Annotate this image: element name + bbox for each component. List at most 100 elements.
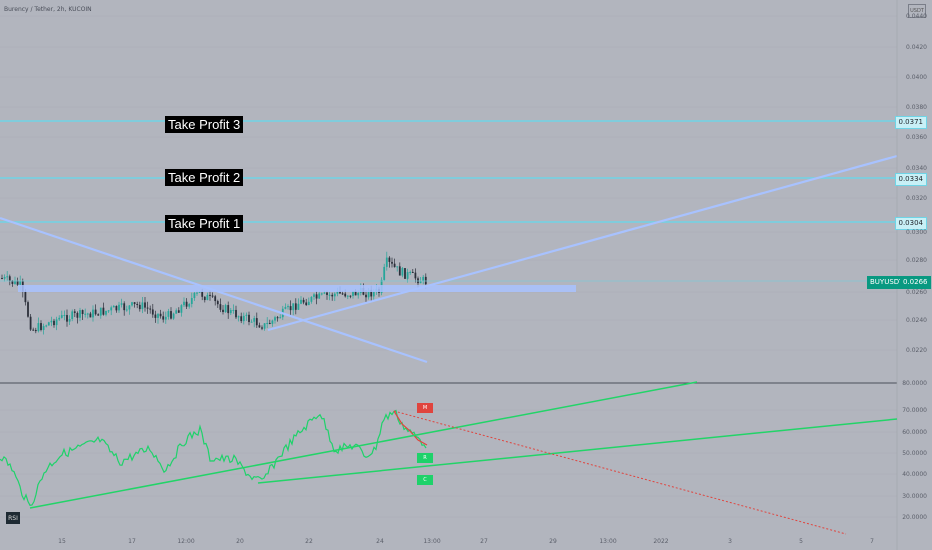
rsi-tag-green-2[interactable]: C [417,475,433,485]
candle-body [320,293,323,295]
time-axis-label: 20 [236,538,244,545]
candle-body [141,302,144,310]
candle-body [352,291,354,296]
price-axis-label: 0.0260 [906,289,927,296]
price-axis-label: 0.0420 [906,44,927,51]
candle-body [424,276,427,285]
take-profit-lines [0,120,897,282]
price-axis-label: 0.0340 [906,165,927,172]
candle-body [86,313,89,315]
rsi-pane [0,409,428,506]
candle-body [203,296,206,301]
candle-body [16,280,19,285]
candle-body [128,305,131,310]
candle-body [196,292,198,294]
candle-body [154,314,157,318]
rsi-tag-red[interactable]: M [417,403,433,413]
candle-body [354,291,357,296]
candle-body [274,317,276,321]
candle-body [237,316,240,318]
candle-body [224,305,227,313]
candle-body [188,304,191,307]
candle-body [336,291,339,294]
candle-body [398,266,401,276]
candle-body [401,268,404,276]
candle-body [102,307,105,315]
price-axis-label: 0.0440 [906,13,927,20]
candle-body [47,322,50,326]
rsi-indicator-button[interactable]: RSI [6,512,20,524]
candle-body [42,326,45,330]
candle-body [53,320,55,326]
rsi-dotted-downtrend[interactable] [393,410,847,535]
candle-body [305,302,308,306]
candle-body [125,309,128,311]
candle-body [37,323,40,332]
ascending-trendline[interactable] [267,154,898,332]
candle-body [164,316,167,320]
rsi-upper-trendline[interactable] [29,381,698,509]
candle-body [370,289,373,297]
symbol-legend[interactable]: Burency / Tether, 2h, KUCOIN [4,6,92,13]
candle-body [120,303,123,305]
price-grid [0,15,897,518]
price-axis-label: 0.0280 [906,257,927,264]
candle-body [313,294,315,297]
candle-body [146,307,149,309]
candle-body [183,301,185,306]
time-axis-label: 13:00 [423,538,441,545]
candle-body [391,261,393,264]
currency-badge[interactable]: USDT [908,4,926,18]
rsi-tag-green-1[interactable]: R [417,453,433,463]
candle-body [76,312,79,318]
descending-trendline[interactable] [0,216,428,364]
rsi-lower-trendline[interactable] [257,418,898,484]
candle-body [333,293,336,297]
candle-body [388,257,391,262]
candle-body [276,317,279,319]
candle-body [105,310,107,315]
candle-body [175,310,178,314]
time-axis-label: 17 [128,538,136,545]
candle-body [250,321,253,323]
candle-body [180,305,183,313]
candle-body [261,327,263,329]
candle-body [66,315,68,322]
candle-body [172,313,175,319]
price-axis-label: 0.0400 [906,74,927,81]
candle-body [307,301,310,306]
tp1-price-label: 0.0304 [894,217,927,230]
time-axis-label: 27 [480,538,488,545]
rsi-line-down [393,410,428,446]
candle-body [14,280,16,284]
candle-body [302,299,305,303]
candle-body [45,325,48,327]
candle-body [211,295,214,297]
candle-body [258,325,261,328]
time-axis-label: 2022 [653,538,669,545]
candle-body [422,276,425,282]
candle-body [138,304,141,310]
candle-body [222,309,224,313]
rsi-line [0,409,427,506]
candle-body [167,311,170,317]
price-axis-label: 0.0320 [906,195,927,202]
rsi-axis-label: 30.0000 [902,493,927,500]
candle-body [157,313,159,318]
candle-body [346,295,349,297]
candle-body [404,268,406,279]
candle-body [118,304,120,311]
support-zone [18,285,576,292]
candle-body [284,307,287,309]
candle-body [242,315,245,322]
price-axis-label: 0.0360 [906,134,927,141]
candle-body [3,277,6,279]
candle-body [115,305,118,311]
time-axis-label: 15 [58,538,66,545]
candle-body [29,316,32,330]
candle-body [372,291,375,297]
candle-body [344,293,347,297]
candle-body [97,314,100,316]
rsi-trendlines [29,381,898,535]
